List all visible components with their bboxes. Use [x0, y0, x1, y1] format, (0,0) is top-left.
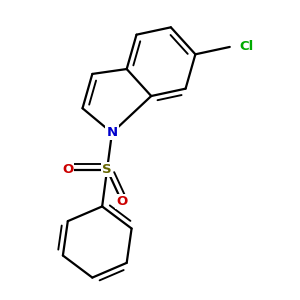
- Text: N: N: [106, 126, 118, 139]
- Text: S: S: [102, 163, 112, 176]
- Text: Cl: Cl: [240, 40, 254, 53]
- Text: O: O: [116, 195, 128, 208]
- Text: O: O: [62, 163, 74, 176]
